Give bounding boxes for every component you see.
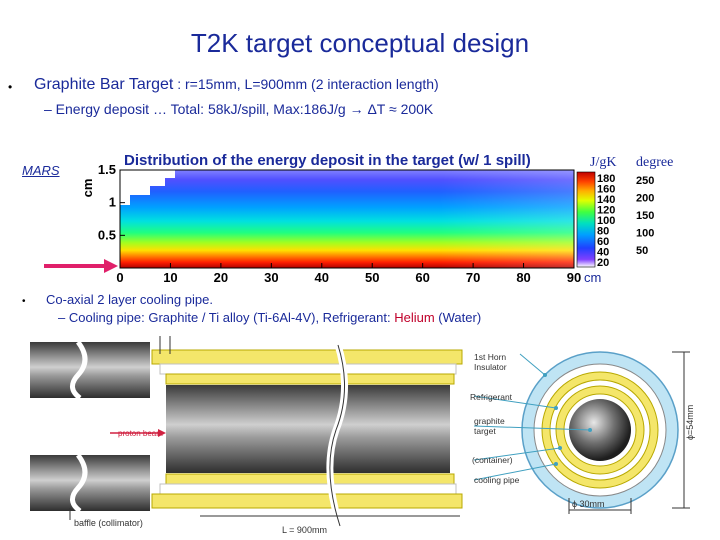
x-tick-label: 0 [116,270,123,285]
bullet1: Graphite Bar Target : r=15mm, L=900mm (2… [34,76,439,94]
proton-beam-label: proton beam [118,429,163,438]
y-tick-label: 1.5 [98,162,116,177]
label-target: target [474,426,496,436]
label-graphite: graphite [474,416,505,426]
degree-unit: degree [636,155,674,170]
colorbar-tick-label: 100 [597,215,615,227]
leader-dot [543,373,547,377]
y-axis-label: cm [80,179,95,198]
colorbar-tick-label: 40 [597,247,609,259]
label-cooling-pipe: cooling pipe [474,475,520,485]
baffle-upper [30,342,150,398]
bullet2-sub: – Cooling pipe: Graphite / Ti alloy (Ti-… [58,310,481,325]
bullet1-rest: : r=15mm, L=900mm (2 interaction length) [173,76,439,92]
baffle-lower [30,455,150,511]
colorbar-tick-label: 180 [597,173,615,185]
bullet-dot-2: • [22,296,26,307]
x-tick-label: 50 [365,270,379,285]
pipe-inner-layer-bottom [165,473,455,485]
x-tick-label: 20 [214,270,228,285]
bullet-dot: • [8,80,13,94]
x-tick-label: 10 [163,270,177,285]
colorbar-unit: J/gK [590,155,617,170]
colorbar-tick-label: 20 [597,257,609,269]
leader-line [473,463,557,481]
label-horn: 1st Horn [474,352,506,362]
x-tick-label: 60 [415,270,429,285]
degree-tick-label: 100 [636,228,654,240]
label-container: (container) [472,455,513,465]
leader-line [519,353,546,376]
break-mark [70,453,88,514]
length-label: L = 900mm [282,525,327,535]
break-mark [70,340,88,401]
graphite-target-core [569,399,631,461]
x-axis-label: cm [584,270,601,285]
mars-label: MARS [22,163,60,178]
plot-frame [119,169,575,269]
y-tick-label: 0.5 [98,227,116,242]
x-tick-label: 80 [516,270,530,285]
energy-deposit-heatmap: cm 0 10 20 30 40 50 60 70 80 90 0.511.5 cm 204060… [44,162,654,285]
degree-tick-label: 200 [636,193,654,205]
refrigerant-gap-top [159,363,457,375]
colorbar-tick-label: 160 [597,184,615,196]
degree-tick-label: 250 [636,175,654,187]
x-tick-label: 30 [264,270,278,285]
y-tick-label: 1 [109,195,116,210]
bullet2-sub-suffix: (Water) [434,310,482,325]
leader-line [473,425,591,431]
colorbar-tick-label: 120 [597,205,615,217]
slide-title: T2K target conceptual design [190,28,530,58]
x-tick-label: 70 [466,270,480,285]
cooling-pipe-diagram: proton beam L = 900mm baffle (collimator… [30,336,695,535]
pipe-break-line [329,344,345,527]
proton-beam-arrowhead [158,429,166,437]
colorbar-tick-label: 80 [597,226,609,238]
graphite-target-bar [166,385,450,473]
leader-dot [558,446,562,450]
degree-tick-label: 50 [636,245,648,257]
pipe-inner-layer-top [165,373,455,385]
degree-ticks: 250 200 150 100 50 [636,175,654,257]
x-ticks: 0 10 20 30 40 50 60 70 80 90 [116,263,581,285]
leader-line [473,395,557,409]
bullet2-sub-prefix: – Cooling pipe: Graphite / Ti alloy (Ti-… [58,310,395,325]
bullet1-sub: – Energy deposit … Total: 58kJ/spill, Ma… [44,101,434,117]
y-ticks: 0.5 1 1.5 [98,162,125,242]
x-tick-label: 40 [315,270,329,285]
chart-title: Distribution of the energy deposit in th… [124,152,531,169]
diameter-label: ϕ=54mm [685,405,695,440]
label-insulator: Insulator [474,362,507,372]
inner-diameter-label: ϕ 30mm [572,499,605,509]
leader-line [473,447,561,461]
colorbar-tick-label: 140 [597,194,615,206]
x-tick-label: 90 [567,270,581,285]
bullet2-helium: Helium [394,310,435,325]
leader-dot [554,406,558,410]
bullet1-bold: Graphite Bar Target [34,76,174,93]
beam-arrow-head [104,259,118,273]
pipe-outer-layer-bottom [151,493,463,509]
label-refrigerant: Refrigerant [470,392,513,402]
pipe-outer-layer-top [151,349,463,365]
heatmap-fade [120,170,574,268]
refrigerant-gap-bottom [159,483,457,495]
baffle-label: baffle (collimator) [74,518,143,528]
bullet2: Co-axial 2 layer cooling pipe. [46,292,213,307]
leader-dot [588,428,592,432]
degree-tick-label: 150 [636,210,654,222]
leader-dot [554,462,558,466]
colorbar-tick-label: 60 [597,236,609,248]
colorbar [576,171,596,268]
